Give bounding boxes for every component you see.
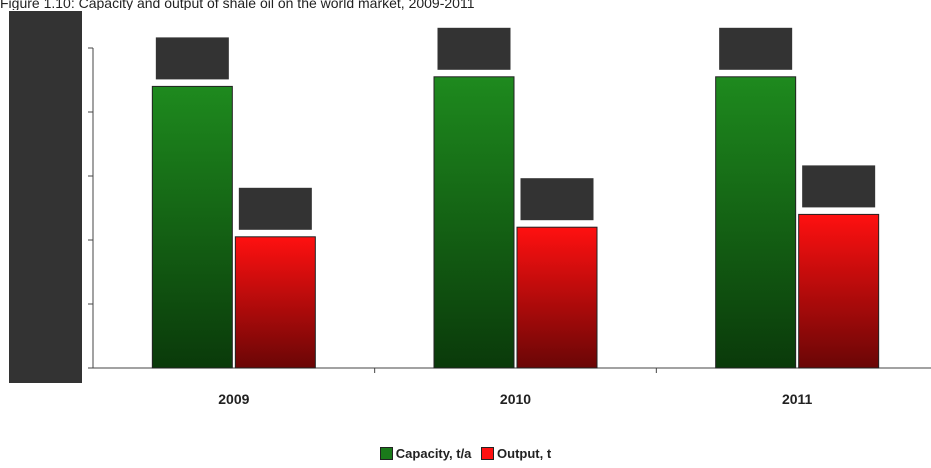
bar-output-2010 [516,226,598,369]
data-label-box [437,27,511,70]
y-axis-label-box [9,11,82,383]
legend-item-output: Output, t [481,446,551,461]
x-tick-label: 2011 [782,391,813,407]
bar-capacity-2011 [715,76,797,369]
data-label-box [802,165,876,208]
legend-swatch-capacity [379,447,393,460]
legend: Capacity, t/a Output, t [0,446,931,463]
x-tick-label: 2009 [218,391,249,407]
data-label-box [238,187,312,230]
data-label-box [520,178,594,221]
bar-output-2009 [234,236,316,369]
data-label-box [155,37,229,80]
bar-output-2011 [798,213,880,369]
y-axis-ticks [88,47,93,369]
bars-group [151,76,880,369]
legend-item-capacity: Capacity, t/a [379,446,472,461]
legend-label-output: Output, t [497,446,552,461]
legend-label-capacity: Capacity, t/a [395,446,472,461]
chart-title: Figure 1.10: Capacity and output of shal… [0,0,475,10]
data-label-boxes [155,27,876,230]
bar-chart: 2009 2010 2011 [9,11,931,407]
x-axis-ticks [374,368,657,373]
bar-capacity-2009 [151,85,233,369]
x-tick-labels: 2009 2010 2011 [218,391,812,407]
data-label-box [719,27,793,70]
x-tick-label: 2010 [500,391,531,407]
legend-swatch-output [481,447,495,460]
bar-capacity-2010 [433,76,515,369]
